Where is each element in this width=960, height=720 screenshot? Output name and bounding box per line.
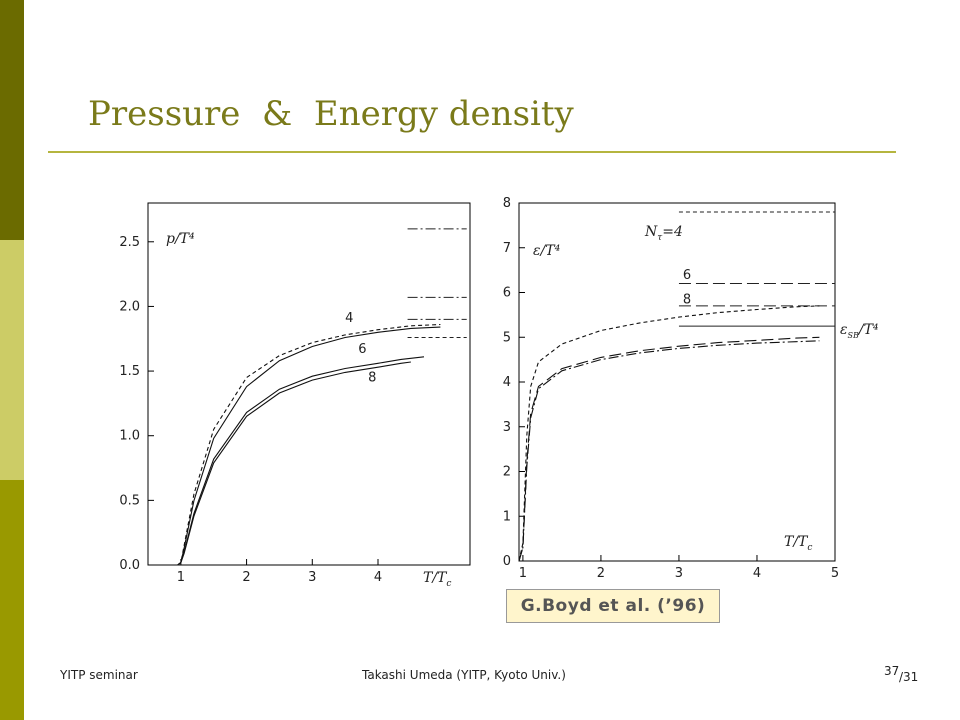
pressure-series-label: 6 bbox=[358, 342, 366, 357]
title-rule bbox=[48, 151, 896, 153]
pressure-series-label: 4 bbox=[345, 311, 353, 326]
slide-title: Pressure & Energy density bbox=[88, 94, 574, 134]
energy-y-label: ε/T⁴ bbox=[533, 243, 561, 259]
sb-epsilon: ε bbox=[840, 322, 848, 338]
energy-series-label: 8 bbox=[683, 293, 691, 308]
pressure-series-label: 8 bbox=[368, 370, 376, 385]
reference-box: G.Boyd et al. (’96) bbox=[506, 589, 720, 623]
energy-y-tick-label: 3 bbox=[503, 420, 511, 435]
pressure-series-8-solid bbox=[177, 361, 411, 566]
ntau-main: N bbox=[644, 224, 658, 240]
energy-series-4-dashed bbox=[518, 305, 820, 562]
pressure-x-tick-label: 1 bbox=[177, 570, 185, 585]
side-bar-light bbox=[0, 240, 24, 480]
pressure-series-4-dashed bbox=[177, 323, 441, 566]
pressure-y-tick-label: 2.5 bbox=[119, 235, 140, 250]
sb-subscript: SB bbox=[848, 331, 859, 340]
pressure-y-tick-label: 2.0 bbox=[119, 299, 140, 314]
energy-series-8-dash-dot bbox=[518, 340, 820, 562]
pressure-x-label: T/Tc bbox=[423, 570, 451, 589]
energy-y-tick-label: 2 bbox=[503, 465, 511, 480]
energy-x-tick-label: 1 bbox=[519, 566, 527, 581]
footer-seminar: YITP seminar bbox=[60, 668, 138, 682]
pressure-x-tick-label: 2 bbox=[242, 570, 250, 585]
energy-plot-frame bbox=[518, 202, 836, 562]
pressure-y-label: p/T⁴ bbox=[166, 231, 195, 247]
energy-y-tick-label: 6 bbox=[503, 286, 511, 301]
energy-y-tick-label: 0 bbox=[503, 554, 511, 569]
energy-x-tick-label: 4 bbox=[753, 566, 761, 581]
energy-y-tick-label: 8 bbox=[503, 196, 511, 211]
energy-y-tick-label: 4 bbox=[503, 375, 511, 390]
energy-y-tick-label: 7 bbox=[503, 241, 511, 256]
energy-y-tick-label: 1 bbox=[503, 509, 511, 524]
energy-x-tick-label: 5 bbox=[831, 566, 839, 581]
energy-series-6-long-dashed bbox=[518, 336, 820, 562]
energy-y-tick-label: 5 bbox=[503, 330, 511, 345]
sb-denominator: /T⁴ bbox=[857, 322, 879, 338]
pressure-x-tick-label: 4 bbox=[374, 570, 382, 585]
side-bar-dark bbox=[0, 0, 24, 240]
side-bar-mid bbox=[0, 480, 24, 720]
pressure-plot-frame bbox=[147, 202, 471, 566]
ntau-annotation: Nτ=4 bbox=[644, 224, 683, 243]
pressure-series-4-solid bbox=[177, 326, 441, 566]
energy-x-tick-label: 2 bbox=[597, 566, 605, 581]
ntau-subscript: τ bbox=[657, 233, 663, 243]
page-total: /31 bbox=[899, 670, 919, 684]
pressure-chart: 1 2 3 4 0.0 0.5 1.0 1.5 2.0 2.5 4 68 p/T⁴ T/Tc bbox=[119, 202, 471, 589]
energy-x-label: T/Tc bbox=[784, 534, 812, 553]
pressure-x-tick-label: 3 bbox=[308, 570, 316, 585]
page-number: 37 bbox=[884, 664, 900, 678]
sb-limit-annotation: εSB/T⁴ bbox=[840, 322, 879, 340]
footer-author: Takashi Umeda (YITP, Kyoto Univ.) bbox=[362, 668, 566, 682]
ntau-value: =4 bbox=[662, 224, 683, 240]
energy-series-label: 6 bbox=[683, 268, 691, 283]
pressure-y-tick-label: 1.0 bbox=[119, 429, 140, 444]
pressure-y-tick-label: 0.5 bbox=[119, 493, 140, 508]
energy-x-tick-label: 3 bbox=[675, 566, 683, 581]
pressure-y-tick-label: 1.5 bbox=[119, 364, 140, 379]
pressure-y-tick-label: 0.0 bbox=[119, 558, 140, 573]
